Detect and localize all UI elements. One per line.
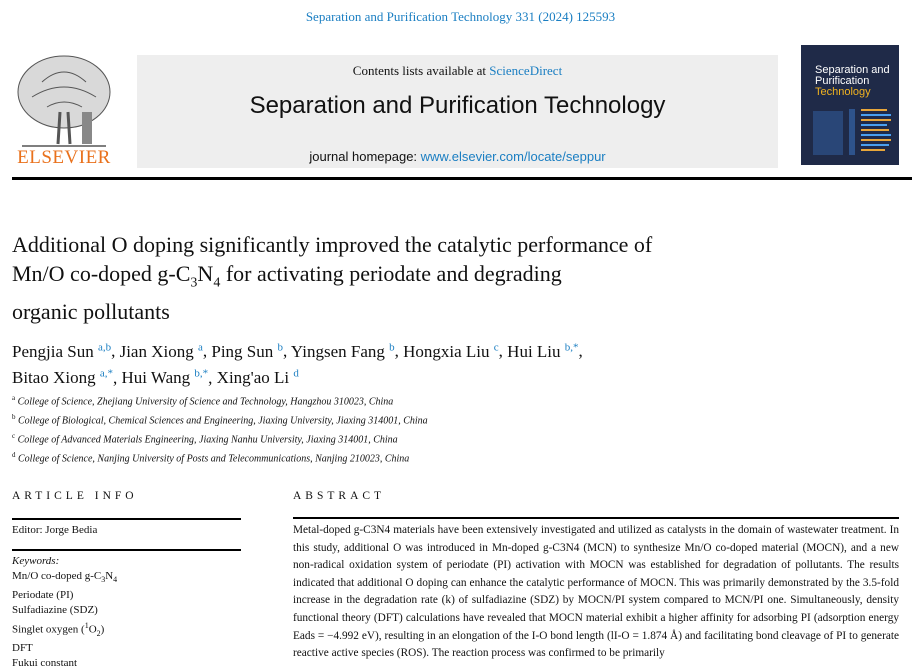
keyword: Sulfadiazine (SDZ) [12, 603, 98, 616]
journal-banner: Contents lists available at ScienceDirec… [137, 55, 778, 168]
contents-prefix: Contents lists available at [352, 63, 490, 78]
divider [12, 518, 241, 520]
author-affiliation-ref[interactable]: b [389, 341, 395, 353]
elsevier-logo-text: ELSEVIER [17, 147, 111, 168]
cover-line1: Separation and [815, 64, 890, 76]
affiliation: c College of Advanced Materials Engineer… [12, 432, 398, 446]
article-info-heading: ARTICLE INFO [12, 490, 138, 502]
affiliation-label: c [12, 432, 16, 441]
sciencedirect-link[interactable]: ScienceDirect [489, 63, 563, 78]
author-affiliation-ref[interactable]: a,* [99, 367, 113, 380]
keywords-label: Keywords: [12, 555, 60, 567]
author-affiliation-ref[interactable]: b,* [564, 341, 579, 353]
homepage-prefix: journal homepage: [309, 149, 421, 164]
homepage-line: journal homepage: www.elsevier.com/locat… [137, 149, 778, 164]
divider [293, 517, 899, 519]
keyword: Mn/O co-doped g-C3N4 [12, 570, 118, 585]
abstract-heading: ABSTRACT [293, 490, 386, 502]
cover-title: Separation and Purification Technology [815, 65, 890, 98]
keyword: Periodate (PI) [12, 588, 74, 601]
author-list: Pengjia Sun a,b, Jian Xiong a, Ping Sun … [12, 341, 583, 388]
author-affiliation-ref[interactable]: c [493, 341, 499, 353]
affiliation: d College of Science, Nanjing University… [12, 451, 410, 465]
keywords: Keywords: Mn/O co-doped g-C3N4 Periodate… [12, 554, 117, 671]
author-affiliation-ref[interactable]: a,b [97, 341, 112, 353]
elsevier-tree-logo [17, 55, 111, 147]
editor: Editor: Jorge Bedia [12, 524, 98, 536]
contents-line: Contents lists available at ScienceDirec… [137, 63, 778, 79]
divider [12, 549, 241, 551]
journal-cover[interactable]: Separation and Purification Technology [801, 45, 899, 165]
keyword: Singlet oxygen (1O2) [12, 621, 105, 638]
article-title: Additional O doping significantly improv… [12, 230, 792, 326]
title-line: organic pollutants [12, 299, 170, 325]
keyword: DFT [12, 642, 33, 655]
journal-citation[interactable]: Separation and Purification Technology 3… [305, 9, 616, 24]
abstract-text: Metal-doped g-C3N4 materials have been e… [293, 524, 899, 660]
cover-line2: Purification [815, 75, 870, 87]
author[interactable]: Jian Xiong a [119, 341, 203, 361]
affiliation: b College of Biological, Chemical Scienc… [12, 413, 428, 427]
affiliations: a College of Science, Zhejiang Universit… [12, 391, 712, 467]
title-line: Additional O doping significantly improv… [12, 232, 653, 257]
author-affiliation-ref[interactable]: a [197, 341, 203, 353]
affiliation-label: a [12, 394, 16, 402]
author[interactable]: Pengjia Sun a,b [12, 341, 112, 361]
homepage-link[interactable]: www.elsevier.com/locate/seppur [420, 149, 606, 164]
affiliation-label: b [12, 413, 16, 422]
author[interactable]: Ping Sun b [211, 341, 284, 361]
keyword: Fukui constant [12, 657, 78, 670]
cover-graphic [813, 109, 891, 155]
author[interactable]: Hui Wang b,* [121, 367, 209, 388]
author-affiliation-ref[interactable]: b,* [194, 367, 209, 380]
author[interactable]: Bitao Xiong a,* [12, 367, 113, 388]
journal-title: Separation and Purification Technology [249, 92, 666, 119]
author-affiliation-ref[interactable]: b [277, 341, 284, 353]
affiliation: a College of Science, Zhejiang Universit… [12, 394, 394, 408]
author[interactable]: Hui Liu b,* [507, 341, 579, 361]
header-rule [12, 177, 912, 180]
title-line: Mn/O co-doped g-C3N4 for activating peri… [12, 261, 562, 291]
affiliation-label: d [12, 451, 16, 460]
author[interactable]: Hongxia Liu c [403, 341, 499, 361]
author[interactable]: Xing'ao Li d [216, 367, 299, 388]
author[interactable]: Yingsen Fang b [290, 341, 395, 361]
author-affiliation-ref[interactable]: d [293, 367, 299, 380]
cover-line3: Technology [815, 86, 871, 98]
